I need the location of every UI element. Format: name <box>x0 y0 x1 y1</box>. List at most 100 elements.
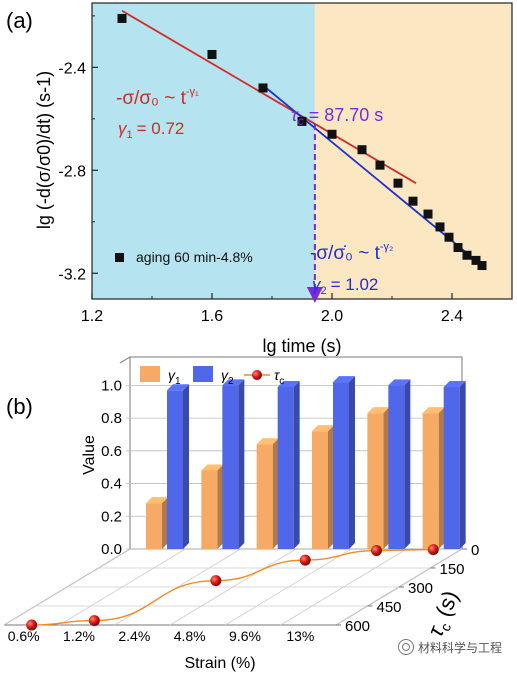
legend-entry: τc <box>244 367 284 387</box>
tau-c-axis-ticks: 0 150 300 450 600 <box>336 542 479 635</box>
svg-text:-σ/σ₀ ~ t-γ₁: -σ/σ₀ ~ t-γ₁ <box>116 86 199 109</box>
tau-c-point <box>26 619 38 631</box>
panel-a: (a) 1.2 1.6 2.0 2.4 -2.4 -2.8 -3.2 lg (-d(σ/σ0… <box>6 2 513 356</box>
data-point <box>357 145 367 155</box>
strain-tick-label: 1.2% <box>63 628 95 644</box>
watermark-text: 材料科学与工程 <box>418 640 503 655</box>
axis-ticks: 1.2 1.6 2.0 2.4 -2.4 -2.8 -3.2 <box>58 15 513 325</box>
y-tick-label: -3.2 <box>58 266 86 283</box>
gamma-1-annotation: γ1 = 0.72 <box>118 119 184 141</box>
background-left-region <box>92 3 315 299</box>
strain-tick-label: 9.6% <box>229 628 261 644</box>
data-point <box>453 243 463 253</box>
data-point <box>393 178 403 188</box>
bar-series <box>146 376 466 549</box>
data-point <box>375 160 385 170</box>
data-point <box>207 49 217 59</box>
wechat-logo-icon <box>398 639 414 655</box>
x-tick-label: 2.4 <box>441 308 463 325</box>
bar-gamma2 <box>443 381 466 549</box>
legend: γ1 γ2 τc <box>140 366 284 387</box>
floor-grid <box>3 548 463 626</box>
data-point <box>327 129 337 139</box>
fit-line-1 <box>121 9 417 184</box>
bar-gamma1 <box>256 438 279 549</box>
formula-1-text: -σ/σ₀ ~ t <box>116 88 187 109</box>
strain-axis-ticks: 0.6% 1.2% 2.4% 4.8% 9.6% 13% <box>8 628 315 644</box>
data-point <box>258 83 268 93</box>
bar-gamma1 <box>422 407 445 549</box>
formula-1-exponent: -γ₁ <box>186 86 199 98</box>
tau-c-tick-label: 150 <box>440 561 465 578</box>
legend-marker <box>115 253 124 262</box>
bar-gamma1 <box>201 464 224 549</box>
value-axis-label: Value <box>81 435 98 475</box>
data-point <box>444 232 454 242</box>
strain-tick-label: 0.6% <box>8 628 40 644</box>
annotation-formula-1: -σ/σ₀ ~ t-γ₁ <box>116 86 199 109</box>
legend-entry-label: γ2 <box>221 367 234 387</box>
strain-axis-label: Strain (%) <box>184 655 255 672</box>
annotation-formula-2: -σ/σ̇₀ ~ t-γ₂ <box>310 241 393 264</box>
tau-c-point <box>88 615 100 627</box>
tau-c-annotation: τc = 87.70 s <box>291 105 383 128</box>
data-point <box>297 116 307 126</box>
tau-c-tick-label: 600 <box>345 618 370 635</box>
strain-tick-label: 13% <box>286 628 314 644</box>
value-tick-label: 0.4 <box>101 476 122 493</box>
data-point <box>477 261 487 271</box>
watermark: 材料科学与工程 <box>398 636 510 658</box>
x-tick-label: 2.0 <box>321 308 343 325</box>
data-point <box>408 196 418 206</box>
bar-gamma2 <box>167 384 189 549</box>
tau-c-tick-label: 300 <box>408 580 433 597</box>
bar-gamma1 <box>312 425 334 549</box>
data-point <box>462 250 472 260</box>
value-tick-label: 0.6 <box>101 443 122 460</box>
legend-entry: γ2 <box>193 366 234 387</box>
value-tick-label: 0.2 <box>101 508 122 525</box>
panel-b: (b) 0.0 0.2 0.4 0.6 0.8 1.0 0.6% 1.2% 2.4% 4.8% 9… <box>3 356 479 672</box>
strain-tick-label: 2.4% <box>118 628 150 644</box>
bar-gamma2 <box>277 381 300 549</box>
formula-2-text: -σ/σ̇₀ ~ t <box>310 243 381 264</box>
tau-c-point <box>370 545 382 557</box>
y-tick-label: -2.8 <box>58 163 86 180</box>
legend-entry: γ1 <box>140 366 181 387</box>
y-axis-label: lg (-d(σ/σ0)/dt) (s-1) <box>34 71 54 229</box>
x-tick-label: 1.2 <box>81 308 103 325</box>
data-point <box>117 13 127 23</box>
bar-gamma2 <box>333 376 355 549</box>
tau-c-tick-label: 450 <box>377 599 402 616</box>
gamma-2-annotation: γ2 = 1.02 <box>312 275 378 297</box>
value-tick-label: 0.0 <box>101 541 122 558</box>
tau-c-point <box>299 554 311 566</box>
y-tick-label: -2.4 <box>58 60 86 77</box>
bar-gamma2 <box>222 379 245 549</box>
svg-text:-σ/σ̇₀ ~ t-γ₂: -σ/σ̇₀ ~ t-γ₂ <box>310 241 393 264</box>
wall-edge <box>119 356 131 364</box>
data-point <box>471 255 481 265</box>
x-axis-label: lg time (s) <box>262 336 341 356</box>
legend-entry-label: τc <box>274 367 284 387</box>
data-point <box>423 209 433 219</box>
legend-label: aging 60 min-4.8% <box>136 249 253 265</box>
bar-gamma2 <box>388 379 411 549</box>
x-tick-label: 1.6 <box>201 308 223 325</box>
tau-c-tick-label: 0 <box>471 542 479 559</box>
panel-a-label: (a) <box>6 8 33 33</box>
tau-c-point <box>210 575 222 587</box>
tau-c-series <box>26 544 439 631</box>
panel-b-label: (b) <box>6 394 33 419</box>
data-point <box>435 222 445 232</box>
value-tick-label: 1.0 <box>101 377 122 394</box>
legend-entry-label: γ1 <box>168 367 181 387</box>
plot-frame <box>91 2 513 300</box>
bar-gamma1 <box>367 407 390 549</box>
tau-c-point <box>427 544 439 556</box>
value-tick-label: 0.8 <box>101 410 122 427</box>
bar-gamma1 <box>146 497 168 549</box>
formula-2-exponent: -γ₂ <box>380 241 393 253</box>
data-points <box>117 13 487 271</box>
